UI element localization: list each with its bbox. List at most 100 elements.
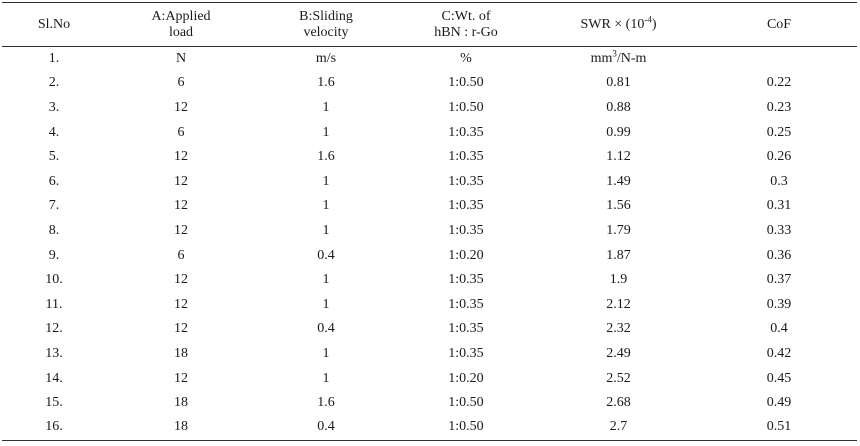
cell-slno: 13. (45, 345, 63, 361)
cell-sliding-velocity: 1 (322, 345, 330, 361)
cell-applied-load: 12 (174, 272, 188, 288)
cell-slno: 10. (45, 272, 63, 288)
cell-cof: 0.23 (766, 99, 792, 115)
cell-swr: 0.81 (606, 75, 631, 91)
cell-sliding-velocity: 1 (322, 296, 330, 312)
header-applied-load-line2: load (168, 24, 194, 40)
cell-sliding-velocity: 0.4 (317, 247, 335, 263)
header-applied-load-line1: A:Applied (151, 8, 211, 24)
table-row: 12. 12 0.4 1:0.35 2.32 0.4 (2, 317, 857, 342)
cell-wt-ratio: 1:0.50 (448, 99, 484, 115)
cell-sliding-velocity: 1 (322, 222, 330, 238)
cell-applied-load: 12 (174, 222, 188, 238)
cell-applied-load: 18 (106, 415, 256, 441)
cell-cof: 0.37 (766, 272, 792, 288)
cell-sliding-velocity: 0.4 (256, 415, 396, 441)
units-applied-load: N (175, 51, 187, 67)
cell-cof: 0.22 (766, 75, 792, 91)
table-row: 7. 12 1 1:0.35 1.56 0.31 (2, 194, 857, 219)
cell-cof: 0.31 (766, 198, 792, 214)
table-row: 16. 18 0.4 1:0.50 2.7 0.51 (2, 415, 857, 441)
cell-swr: 1.9 (609, 272, 628, 288)
cell-slno: 16. (2, 415, 106, 441)
cell-sliding-velocity: 1 (322, 99, 330, 115)
header-sliding-velocity-line2: velocity (303, 24, 349, 40)
cell-cof: 0.42 (766, 345, 792, 361)
table-row: 4. 6 1 1:0.35 0.99 0.25 (2, 120, 857, 145)
cell-swr: 2.12 (606, 296, 631, 312)
cell-slno: 3. (48, 99, 60, 115)
cell-slno: 9. (48, 247, 60, 263)
cell-applied-load: 6 (177, 75, 185, 91)
cell-wt-ratio: 1:0.35 (448, 124, 484, 140)
cell-slno: 5. (48, 149, 60, 165)
cell-swr: 1.56 (606, 198, 631, 214)
cell-sliding-velocity: 1.6 (317, 75, 335, 91)
cell-applied-load: 12 (174, 173, 188, 189)
cell-cof: 0.36 (766, 247, 792, 263)
units-slno: 1. (48, 51, 60, 67)
table-row: 3. 12 1 1:0.50 0.88 0.23 (2, 96, 857, 121)
cell-slno: 11. (45, 296, 63, 312)
table-row: 14. 12 1 1:0.20 2.52 0.45 (2, 366, 857, 391)
table-row: 11. 12 1 1:0.35 2.12 0.39 (2, 292, 857, 317)
header-swr-suffix: ) (651, 16, 657, 32)
cell-slno: 12. (45, 321, 63, 337)
cell-swr: 0.88 (606, 99, 631, 115)
cell-wt-ratio: 1:0.35 (448, 296, 484, 312)
cell-swr: 2.68 (606, 395, 631, 411)
cell-wt-ratio: 1:0.35 (448, 198, 484, 214)
header-wt-ratio: C:Wt. of hBN : r-Go (396, 2, 536, 47)
header-cof-label: CoF (766, 16, 792, 32)
units-swr-suffix: /N-m (616, 51, 647, 67)
cell-wt-ratio: 1:0.35 (448, 173, 484, 189)
cell-applied-load: 6 (177, 124, 185, 140)
header-wt-ratio-line1: C:Wt. of (441, 8, 491, 24)
cell-cof: 0.45 (766, 370, 792, 386)
cell-sliding-velocity: 1 (322, 173, 330, 189)
cell-swr: 2.52 (606, 370, 631, 386)
header-sliding-velocity: B:Sliding velocity (256, 2, 396, 47)
table-row: 13. 18 1 1:0.35 2.49 0.42 (2, 342, 857, 367)
units-row: 1. N m/s % mm3/N-m (2, 47, 857, 72)
cell-sliding-velocity: 1 (322, 198, 330, 214)
cell-applied-load: 18 (174, 395, 188, 411)
cell-wt-ratio: 1:0.35 (448, 321, 484, 337)
header-wt-ratio-line2: hBN : r-Go (434, 24, 498, 40)
header-swr: SWR × (10-4) (536, 2, 701, 47)
header-swr-exponent: -4 (644, 13, 652, 24)
cell-applied-load: 18 (174, 345, 188, 361)
table-row: 5. 12 1.6 1:0.35 1.12 0.26 (2, 145, 857, 170)
header-cof: CoF (701, 2, 857, 47)
units-cof (701, 47, 857, 72)
cell-wt-ratio: 1:0.35 (448, 272, 484, 288)
cell-sliding-velocity: 1 (322, 272, 330, 288)
cell-swr: 2.32 (606, 321, 631, 337)
cell-wt-ratio: 1:0.20 (448, 370, 484, 386)
header-sliding-velocity-line1: B:Sliding (299, 8, 353, 24)
cell-cof: 0.26 (766, 149, 792, 165)
cell-wt-ratio: 1:0.50 (396, 415, 536, 441)
cell-cof: 0.49 (766, 395, 792, 411)
cell-applied-load: 12 (174, 296, 188, 312)
header-applied-load: A:Applied load (106, 2, 256, 47)
results-table: Sl.No A:Applied load B:Sliding velocity … (2, 2, 857, 441)
table-row: 9. 6 0.4 1:0.20 1.87 0.36 (2, 243, 857, 268)
cell-cof: 0.39 (766, 296, 792, 312)
cell-wt-ratio: 1:0.50 (448, 395, 484, 411)
cell-sliding-velocity: 1 (322, 370, 330, 386)
cell-wt-ratio: 1:0.35 (448, 149, 484, 165)
cell-wt-ratio: 1:0.35 (448, 345, 484, 361)
cell-swr: 1.12 (606, 149, 631, 165)
cell-sliding-velocity: 1 (322, 124, 330, 140)
cell-slno: 8. (48, 222, 60, 238)
cell-swr: 1.49 (606, 173, 631, 189)
table-row: 6. 12 1 1:0.35 1.49 0.3 (2, 169, 857, 194)
header-swr-prefix: SWR × (10 (580, 16, 645, 32)
cell-wt-ratio: 1:0.35 (448, 222, 484, 238)
cell-cof: 0.51 (701, 415, 857, 441)
cell-wt-ratio: 1:0.20 (448, 247, 484, 263)
cell-slno: 4. (48, 124, 60, 140)
table-row: 8. 12 1 1:0.35 1.79 0.33 (2, 219, 857, 244)
